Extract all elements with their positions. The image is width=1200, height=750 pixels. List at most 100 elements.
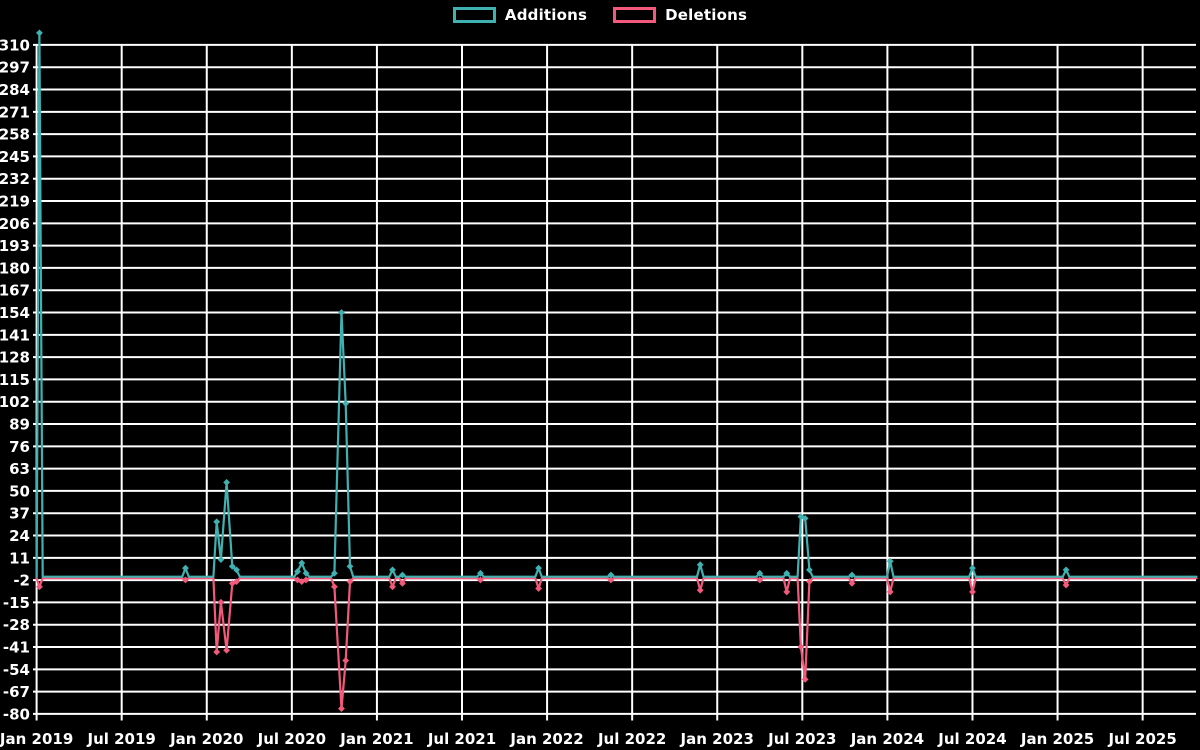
y-tick-label: 232 [0, 170, 30, 188]
x-tick-label: Jan 2025 [1020, 730, 1094, 748]
additions-line-point-marker [346, 563, 354, 570]
deletions-line-point-marker [756, 576, 764, 584]
additions-line-point-marker [801, 514, 809, 522]
y-tick-label: -28 [3, 616, 30, 634]
deletions-line-point-marker [302, 576, 310, 584]
x-tick-label: Jan 2024 [850, 730, 924, 748]
chart-legend: Additions Deletions [0, 6, 1200, 24]
y-tick-label: 115 [0, 371, 30, 389]
deletions-line-point-marker [342, 657, 350, 664]
deletions-line-point-marker [223, 646, 231, 654]
additions-line-point-marker [969, 564, 976, 572]
y-tick-label: 24 [9, 527, 30, 545]
y-tick-label: 11 [9, 549, 30, 567]
x-tick-label: Jan 2019 [0, 730, 73, 748]
deletions-line-point-marker [182, 576, 189, 584]
y-tick-label: 50 [9, 482, 30, 500]
y-tick-label: 193 [0, 237, 30, 255]
additions-line-point-marker [233, 566, 240, 574]
additions-line-point-marker [535, 564, 542, 572]
y-tick-label: 89 [9, 416, 30, 434]
x-tick-label: Jan 2020 [169, 730, 243, 748]
additions-line-point-marker [783, 569, 791, 577]
additions-line-point-marker [298, 559, 306, 567]
x-tick-label: Jul 2023 [767, 730, 836, 748]
y-tick-label: 141 [0, 326, 30, 344]
additions-line-point-marker [342, 400, 350, 407]
deletions-line-point-marker [797, 643, 805, 651]
deletions-line-point-marker [338, 705, 345, 712]
deletions-line-point-marker [389, 583, 396, 591]
y-tick-label: 310 [0, 36, 30, 54]
deletions-line-point-marker [233, 578, 240, 586]
deletions-line-point-marker [346, 578, 354, 586]
x-tick-label: Jan 2021 [339, 730, 413, 748]
deletions-series-swatch-icon [613, 7, 657, 23]
y-tick-label: -67 [3, 683, 30, 701]
additions-line-point-marker [217, 556, 225, 563]
x-tick-label: Jul 2024 [937, 730, 1006, 748]
x-tick-label: Jul 2019 [86, 730, 155, 748]
additions-line-point-marker [338, 309, 345, 316]
y-tick-label: 284 [0, 81, 30, 99]
y-tick-label: 76 [9, 438, 30, 456]
additions-line-point-marker [36, 29, 43, 37]
legend-item-additions[interactable]: Additions [452, 6, 588, 24]
y-tick-label: -54 [3, 661, 30, 679]
additions-line-point-marker [389, 566, 396, 574]
deletions-line-point-marker [886, 588, 894, 596]
additions-line-point-marker [399, 571, 406, 579]
additions-line-point-marker [228, 563, 236, 570]
x-tick-label: Jan 2022 [509, 730, 583, 748]
deletions-line-point-marker [806, 578, 813, 586]
x-tick-label: Jul 2022 [597, 730, 666, 748]
deletions-line-point-marker [399, 579, 406, 587]
deletions-line-point-marker [535, 585, 542, 592]
x-tick-label: Jul 2020 [257, 730, 326, 748]
additions-line-point-marker [302, 569, 310, 577]
additions-line-point-marker [182, 564, 189, 572]
deletions-line-point-marker [213, 648, 221, 656]
deletions-line-point-marker [298, 578, 306, 586]
additions-line-point-marker [696, 561, 704, 569]
y-tick-label: 154 [0, 304, 30, 322]
x-tick-label: Jul 2025 [1107, 730, 1176, 748]
deletions-line-point-marker [696, 586, 704, 594]
y-tick-label: 297 [0, 59, 30, 77]
x-tick-label: Jul 2021 [427, 730, 496, 748]
additions-line-point-marker [607, 571, 615, 579]
deletions-line-point-marker [36, 583, 43, 591]
legend-label-additions: Additions [504, 6, 588, 24]
y-tick-label: 219 [0, 193, 30, 211]
deletions-line-point-marker [607, 576, 615, 584]
y-tick-label: -41 [3, 639, 30, 657]
additions-line-point-marker [330, 569, 338, 577]
additions-line-point-marker [477, 569, 484, 577]
y-tick-label: 245 [0, 148, 30, 166]
additions-line-point-marker [213, 518, 221, 526]
y-tick-label: 206 [0, 215, 30, 233]
y-tick-label: 63 [9, 460, 30, 478]
legend-label-deletions: Deletions [665, 6, 748, 24]
additions-line [35, 31, 1198, 578]
y-tick-label: 167 [0, 282, 30, 300]
deletions-line [35, 577, 1198, 710]
deletions-line-point-marker [783, 588, 791, 596]
legend-item-deletions[interactable]: Deletions [613, 6, 747, 24]
y-tick-label: 258 [0, 126, 30, 144]
y-tick-label: 128 [0, 349, 30, 367]
y-tick-label: 271 [0, 103, 30, 121]
deletions-line-point-marker [848, 579, 856, 587]
additions-line-point-marker [294, 568, 301, 575]
y-tick-label: 102 [0, 393, 30, 411]
deletions-line-point-marker [330, 583, 338, 591]
additions-line-point-marker [848, 571, 856, 579]
additions-line-point-marker [223, 478, 231, 486]
additions-line-point-marker [886, 557, 894, 565]
y-tick-label: -80 [3, 705, 30, 723]
deletions-line-point-marker [1062, 581, 1070, 589]
additions-line-point-marker [1062, 566, 1070, 574]
deletions-line-point-marker [217, 598, 225, 606]
y-tick-label: 180 [0, 259, 30, 277]
